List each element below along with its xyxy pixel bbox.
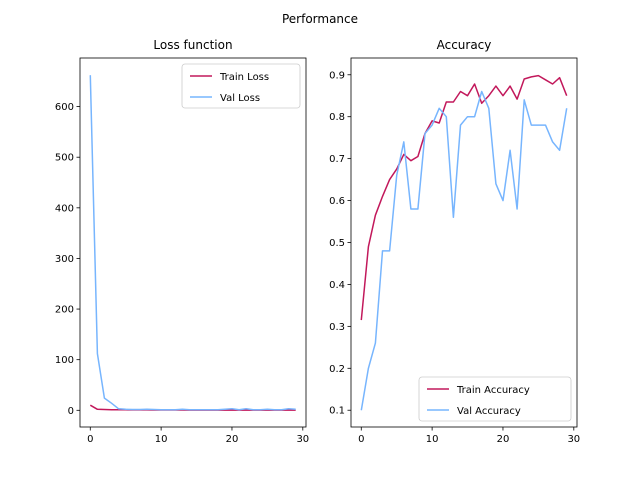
y-tick-label: 500 (55, 153, 74, 164)
figure-suptitle: Performance (282, 12, 358, 26)
y-tick-label: 0.8 (329, 112, 345, 123)
series-line-val-loss (89, 75, 296, 411)
legend-label: Train Accuracy (456, 385, 530, 396)
x-tick-label: 10 (155, 434, 168, 445)
y-tick-label: 0.1 (329, 406, 345, 417)
x-tick-label: 0 (358, 434, 364, 445)
x-tick-label: 30 (296, 434, 309, 445)
y-tick-label: 400 (55, 203, 74, 214)
series-line-train-accuracy (360, 74, 568, 321)
subplot-title: Loss function (153, 38, 232, 52)
y-tick-label: 200 (55, 305, 74, 316)
x-tick-label: 20 (226, 434, 239, 445)
y-tick-label: 0.7 (329, 154, 345, 165)
y-tick-label: 0 (68, 406, 74, 417)
legend-label: Val Loss (220, 93, 260, 104)
legend-label: Train Loss (219, 72, 269, 83)
y-tick-label: 0.2 (329, 364, 345, 375)
subplot-title: Accuracy (437, 38, 492, 52)
legend-box (418, 376, 572, 422)
x-tick-label: 10 (426, 434, 439, 445)
y-tick-label: 0.9 (329, 70, 345, 81)
y-tick-label: 0.4 (329, 280, 345, 291)
y-tick-label: 100 (55, 355, 74, 366)
x-tick-label: 0 (87, 434, 93, 445)
legend: Train Loss Val Loss (181, 63, 301, 109)
axes-frame (79, 57, 307, 428)
legend-label: Val Accuracy (457, 406, 521, 417)
y-tick-label: 0.3 (329, 322, 345, 333)
legend: Train Accuracy Val Accuracy (418, 376, 572, 422)
x-tick-label: 20 (497, 434, 510, 445)
series-line-val-accuracy (360, 90, 568, 411)
y-tick-label: 0.6 (329, 196, 345, 207)
subplot-accuracy: Accuracy 0 10 20 30 0.1 0.2 0.3 0.4 0.5 0.6 0.7 0.8 0… (329, 38, 580, 445)
x-tick-label: 30 (567, 434, 580, 445)
axes-frame (350, 57, 578, 428)
y-tick-label: 300 (55, 254, 74, 265)
y-tick-label: 600 (55, 102, 74, 113)
y-tick-label: 0.5 (329, 238, 345, 249)
